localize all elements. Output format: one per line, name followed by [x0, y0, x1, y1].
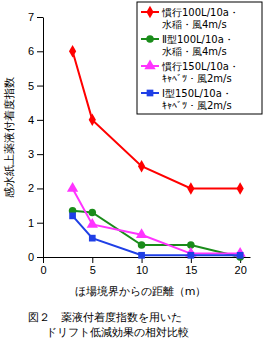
legend-label-line: 慣行100L/10a・	[161, 7, 239, 18]
legend-label: Ⅰ型150L/10a・ｷｬﾍﾞﾂ・風2m/s	[162, 88, 232, 111]
title: 図２ 薬液付着度指数を用いたドリフト低減効果の相対比較	[28, 311, 189, 339]
series-marker	[187, 182, 194, 194]
y-tick-label: 3	[28, 148, 34, 160]
legend-box	[137, 2, 262, 114]
y-tick-label: 2	[28, 182, 34, 194]
series-marker	[67, 182, 78, 192]
series-marker	[136, 228, 147, 238]
series-marker	[138, 160, 145, 172]
x-tick-label: 5	[90, 264, 96, 276]
x-tick-label: 15	[185, 264, 197, 276]
y-axis-line	[43, 18, 44, 258]
y-tick-mark	[37, 51, 43, 52]
series-marker	[138, 241, 146, 249]
y-tick-mark	[37, 188, 43, 189]
legend-marker	[147, 90, 154, 97]
legend-label-line: Ⅱ型100L/10a・	[162, 34, 234, 45]
y-tick: 5	[28, 80, 43, 92]
y-tick-label: 1	[28, 217, 34, 229]
legend: 慣行100L/10a・水稲・風4m/sⅡ型100L/10a・水稲・風4m/s慣行…	[137, 2, 262, 114]
x-tick-mark	[92, 257, 93, 263]
y-tick: 7	[28, 11, 43, 23]
y-tick: 1	[28, 217, 43, 229]
x-tick-label: 20	[235, 264, 247, 276]
series-marker	[69, 45, 76, 57]
y-tick-mark	[37, 86, 43, 87]
series-marker	[87, 218, 98, 228]
y-tick-mark	[37, 223, 43, 224]
legend-label: 慣行150L/10a・ｷｬﾍﾞﾂ・風2m/s	[161, 61, 239, 84]
series-marker	[89, 114, 96, 126]
x-tick: 0	[40, 257, 46, 276]
y-axis: 0 1 2 3 4 5 6 7	[28, 11, 44, 263]
x-axis: 0 5 10 15 20	[40, 257, 250, 276]
x-tick-mark	[43, 257, 44, 263]
series-line	[73, 211, 241, 257]
series-line	[73, 216, 241, 255]
y-tick-mark	[37, 120, 43, 121]
y-tick-label: 4	[28, 114, 34, 126]
legend-label-line: 水稲・風4m/s	[162, 19, 227, 30]
y-tick: 6	[28, 45, 43, 57]
y-axis-title: 感水紙上薬液付着度指数	[3, 77, 16, 198]
series-marker	[69, 213, 76, 220]
x-tick-label: 0	[40, 264, 46, 276]
series-marker	[237, 252, 244, 259]
legend-label-line: ｷｬﾍﾞﾂ・風2m/s	[162, 100, 232, 111]
legend-label: Ⅱ型100L/10a・水稲・風4m/s	[162, 34, 234, 57]
y-tick-label: 5	[28, 80, 34, 92]
title-line: ドリフト低減効果の相対比較	[46, 326, 189, 339]
series-marker	[89, 209, 97, 217]
title-line: 図２ 薬液付着度指数を用いた	[28, 311, 182, 324]
y-tick-label: 7	[28, 11, 34, 23]
legend-label-line: ｷｬﾍﾞﾂ・風2m/s	[162, 73, 232, 84]
y-tick: 2	[28, 182, 43, 194]
y-tick: 4	[28, 114, 43, 126]
chart: 0 5 10 15 20 0 1 2 3 4 5 6 7 感水紙上薬液付着度指数ほ場境界からの距離（m） 図…	[0, 0, 264, 347]
x-tick-label: 10	[136, 264, 148, 276]
legend-label-line: Ⅰ型150L/10a・	[162, 88, 232, 99]
series-marker	[138, 252, 145, 259]
legend-marker	[144, 59, 155, 69]
x-tick: 15	[185, 257, 197, 276]
x-tick: 5	[90, 257, 96, 276]
y-tick: 0	[28, 251, 43, 263]
y-tick-mark	[37, 154, 43, 155]
x-axis-title: ほ場境界からの距離（m）	[75, 285, 207, 298]
series-line	[73, 188, 241, 253]
legend-marker	[146, 6, 153, 18]
x-tick: 10	[136, 257, 148, 276]
legend-label-line: 水稲・風4m/s	[162, 46, 227, 57]
legend-label: 慣行100L/10a・水稲・風4m/s	[161, 7, 239, 30]
legend-marker	[146, 35, 154, 43]
series-marker	[89, 235, 96, 242]
y-tick-label: 6	[28, 45, 34, 57]
series-marker	[188, 252, 195, 259]
legend-label-line: 慣行150L/10a・	[161, 61, 239, 72]
series-marker	[237, 182, 244, 194]
y-tick-mark	[37, 17, 43, 18]
y-tick: 3	[28, 148, 43, 160]
y-tick-mark	[37, 257, 43, 258]
x-axis-line	[44, 257, 251, 258]
y-tick-label: 0	[28, 251, 34, 263]
